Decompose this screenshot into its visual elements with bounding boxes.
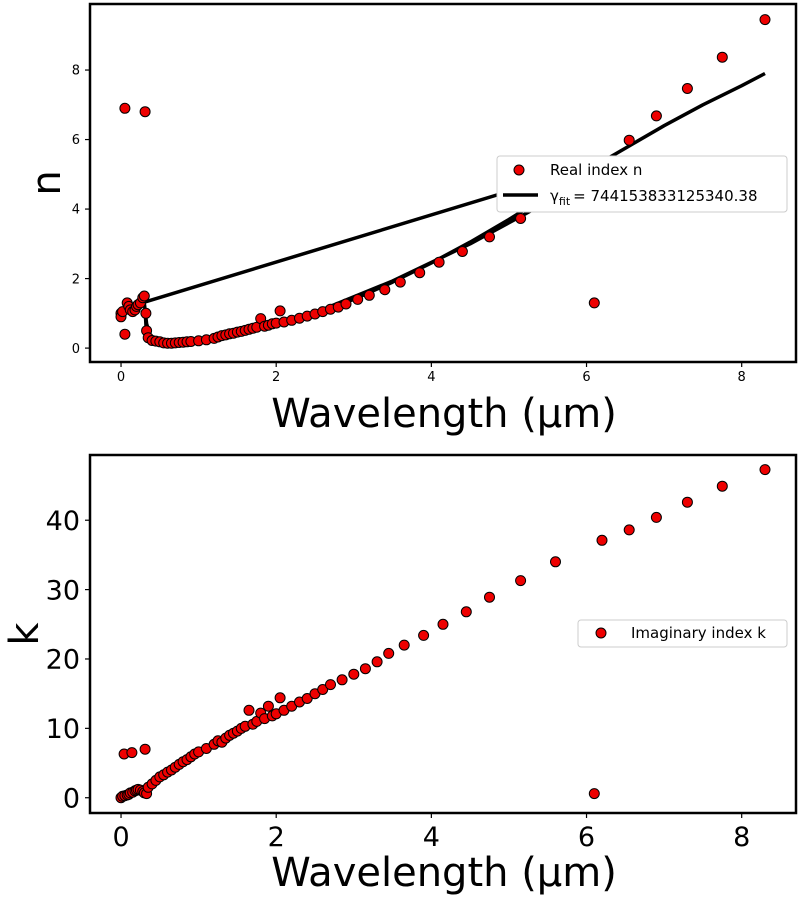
real-index-y-tick-label: 6 (72, 133, 80, 148)
imaginary-index-data-point (336, 674, 348, 686)
imaginary-index-data-point (301, 693, 313, 704)
real-index-data-point (681, 83, 693, 94)
real-index-data-point (274, 305, 286, 317)
real-index-data-point (414, 267, 426, 279)
real-index-data-point (340, 298, 352, 310)
imaginary-index-data-point (243, 704, 255, 716)
real-index-data-point (394, 276, 406, 288)
real-index-x-tick-label: 6 (582, 370, 590, 385)
real-index-data-point (379, 284, 391, 296)
imaginary-index-data-point (371, 656, 383, 668)
imaginary-index-y-axis-label: k (2, 622, 48, 646)
legend-marker-real-index (513, 164, 525, 176)
real-index-x-tick-label: 0 (117, 370, 125, 385)
imaginary-index-data-point (139, 743, 151, 755)
real-index-legend-box (496, 155, 788, 213)
imaginary-index-y-tick-label: 30 (46, 575, 80, 606)
imaginary-index-ticks: 0 2 4 6 8 0 10 20 30 40 (46, 506, 751, 853)
imaginary-index-data-point (484, 591, 495, 603)
real-index-data-point (140, 307, 152, 319)
real-index-x-tick-label: 4 (427, 370, 435, 385)
real-index-data-point (456, 246, 468, 257)
imaginary-index-data-point (126, 747, 138, 759)
real-index-points (115, 14, 771, 349)
imaginary-index-data-point (460, 606, 472, 618)
real-index-legend: Real index n γfit = 744153833125340.38 (496, 155, 788, 213)
real-index-data-point (623, 134, 635, 146)
real-index-y-tick-label: 0 (72, 342, 80, 357)
imaginary-index-legend: Imaginary index k (577, 619, 788, 648)
imaginary-index-data-point (515, 575, 527, 587)
imaginary-index-data-point (596, 534, 608, 546)
legend-label-real-index: Real index n (550, 161, 642, 179)
real-index-data-point (138, 290, 150, 302)
imaginary-index-data-point (262, 700, 274, 712)
real-index-data-point (759, 14, 771, 26)
real-index-plot-frame (88, 2, 798, 364)
real-index-data-point (716, 51, 728, 63)
imaginary-index-data-point (398, 639, 410, 651)
imaginary-index-data-point (418, 629, 430, 641)
imaginary-index-x-tick-label: 6 (578, 822, 595, 853)
imaginary-index-panel: 0 2 4 6 8 0 10 20 30 40 k Wavelength (µm) Imagina… (2, 453, 798, 896)
imaginary-index-x-tick-label: 0 (112, 822, 129, 853)
imaginary-index-plot-frame (88, 453, 798, 815)
real-index-data-point (650, 110, 662, 122)
imaginary-index-x-tick-label: 8 (733, 822, 750, 853)
real-index-data-point (588, 297, 600, 309)
imaginary-index-data-point (317, 684, 329, 695)
real-index-y-tick-label: 2 (72, 272, 80, 287)
fit-subscript: fit (559, 195, 571, 208)
imaginary-index-data-point (716, 480, 728, 492)
imaginary-index-x-tick-label: 4 (423, 822, 440, 853)
real-index-data-point (352, 293, 364, 305)
real-index-ticks: 0 2 4 6 8 0 2 4 6 8 (72, 64, 746, 385)
imaginary-index-points (115, 464, 771, 804)
real-index-y-tick-label: 4 (72, 203, 80, 218)
imaginary-index-data-point (383, 647, 395, 659)
real-index-data-point (363, 289, 375, 301)
real-index-data-point (484, 231, 495, 243)
real-index-x-tick-label: 8 (738, 370, 746, 385)
real-index-data-point (139, 106, 151, 118)
imaginary-index-y-tick-label: 40 (46, 506, 80, 537)
imaginary-index-x-axis-label: Wavelength (µm) (271, 850, 617, 896)
legend-marker-imaginary-index (595, 627, 607, 639)
real-index-data-point (515, 213, 527, 224)
fit-symbol: γ (550, 187, 559, 205)
imaginary-index-data-point (588, 788, 600, 800)
real-index-x-tick-label: 2 (272, 370, 280, 385)
legend-label-imaginary-index: Imaginary index k (631, 624, 766, 642)
imaginary-index-x-tick-label: 2 (268, 822, 285, 853)
imaginary-index-data-point (623, 524, 635, 536)
real-index-y-axis-label: n (24, 170, 70, 195)
imaginary-index-data-point (650, 511, 662, 523)
imaginary-index-y-tick-label: 10 (46, 714, 80, 745)
imaginary-index-y-tick-label: 0 (63, 783, 80, 814)
imaginary-index-data-point (550, 556, 561, 568)
real-index-y-tick-label: 8 (72, 64, 80, 79)
imaginary-index-data-point (437, 618, 449, 630)
imaginary-index-data-point (348, 668, 360, 680)
real-index-panel: 0 2 4 6 8 0 2 4 6 8 n Wavelength (µm) Real index … (24, 2, 798, 437)
fit-value: = 744153833125340.38 (573, 187, 757, 205)
real-index-data-point (433, 256, 445, 268)
imaginary-index-data-point (681, 496, 693, 508)
imaginary-index-data-point (359, 663, 371, 675)
real-index-data-point (119, 102, 131, 114)
legend-label-fit: γfit = 744153833125340.38 (550, 187, 757, 208)
real-index-data-point (119, 328, 131, 340)
imaginary-index-data-point (274, 692, 286, 704)
imaginary-index-y-tick-label: 20 (46, 645, 80, 676)
imaginary-index-data-point (325, 679, 336, 691)
imaginary-index-data-point (759, 464, 771, 476)
real-index-x-axis-label: Wavelength (µm) (271, 391, 617, 437)
imaginary-index-legend-box (577, 619, 788, 648)
